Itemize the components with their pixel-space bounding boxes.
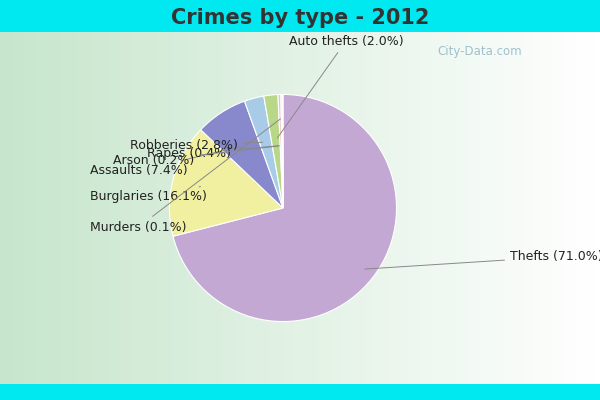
Text: Auto thefts (2.0%): Auto thefts (2.0%) [277, 34, 403, 138]
Wedge shape [278, 94, 283, 208]
Wedge shape [264, 94, 283, 208]
Text: Murders (0.1%): Murders (0.1%) [90, 119, 280, 234]
Text: Assaults (7.4%): Assaults (7.4%) [90, 147, 240, 177]
Text: Rapes (0.4%): Rapes (0.4%) [147, 146, 278, 160]
Text: Thefts (71.0%): Thefts (71.0%) [365, 250, 600, 269]
Text: Arson (0.2%): Arson (0.2%) [113, 146, 280, 167]
Text: Burglaries (16.1%): Burglaries (16.1%) [90, 186, 207, 203]
Wedge shape [200, 101, 283, 208]
Text: Crimes by type - 2012: Crimes by type - 2012 [171, 8, 429, 28]
Wedge shape [173, 94, 397, 322]
Wedge shape [281, 94, 283, 208]
Text: City-Data.com: City-Data.com [437, 46, 523, 58]
Wedge shape [282, 94, 283, 208]
Text: Robberies (2.8%): Robberies (2.8%) [130, 139, 263, 152]
Wedge shape [169, 130, 283, 236]
Wedge shape [245, 96, 283, 208]
